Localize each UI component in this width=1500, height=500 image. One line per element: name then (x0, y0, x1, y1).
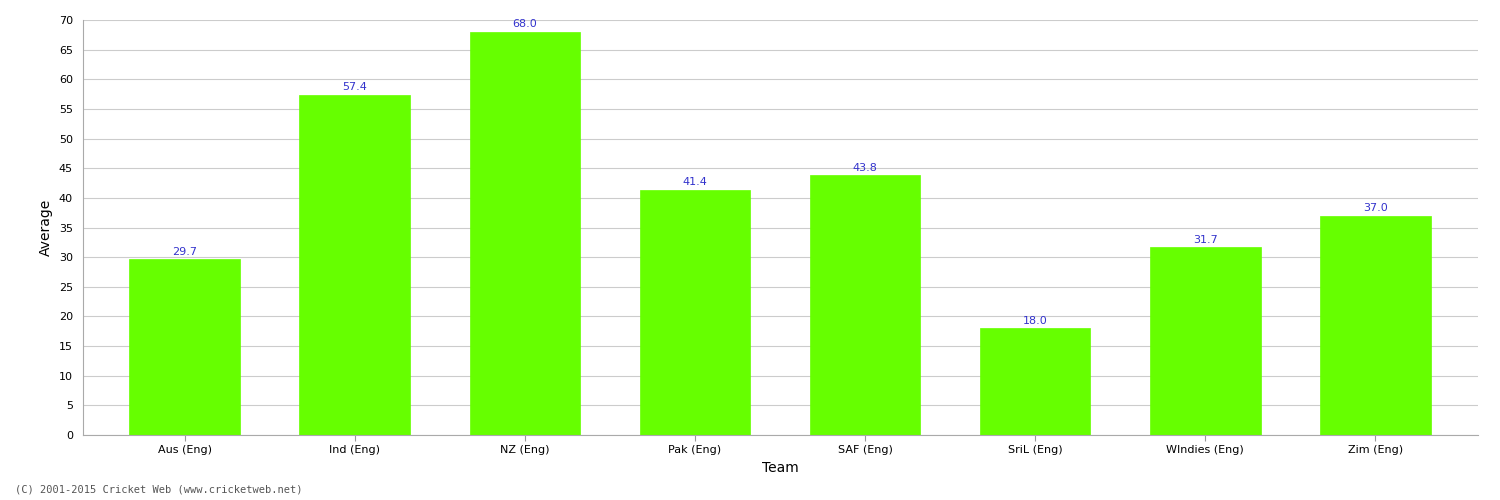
Text: 31.7: 31.7 (1192, 234, 1218, 244)
Text: 43.8: 43.8 (852, 163, 877, 173)
Text: (C) 2001-2015 Cricket Web (www.cricketweb.net): (C) 2001-2015 Cricket Web (www.cricketwe… (15, 485, 303, 495)
Y-axis label: Average: Average (39, 199, 53, 256)
Bar (300, 94, 410, 435)
Bar (1320, 216, 1431, 435)
Bar (470, 32, 580, 435)
Bar (1150, 247, 1260, 435)
Text: 41.4: 41.4 (682, 177, 708, 187)
Text: 29.7: 29.7 (172, 246, 196, 256)
Bar (980, 328, 1090, 435)
Bar (810, 176, 921, 435)
Bar (639, 190, 750, 435)
Text: 68.0: 68.0 (513, 20, 537, 30)
Bar (129, 259, 240, 435)
Text: 57.4: 57.4 (342, 82, 368, 92)
Text: 18.0: 18.0 (1023, 316, 1047, 326)
X-axis label: Team: Team (762, 461, 798, 475)
Text: 37.0: 37.0 (1364, 204, 1388, 214)
